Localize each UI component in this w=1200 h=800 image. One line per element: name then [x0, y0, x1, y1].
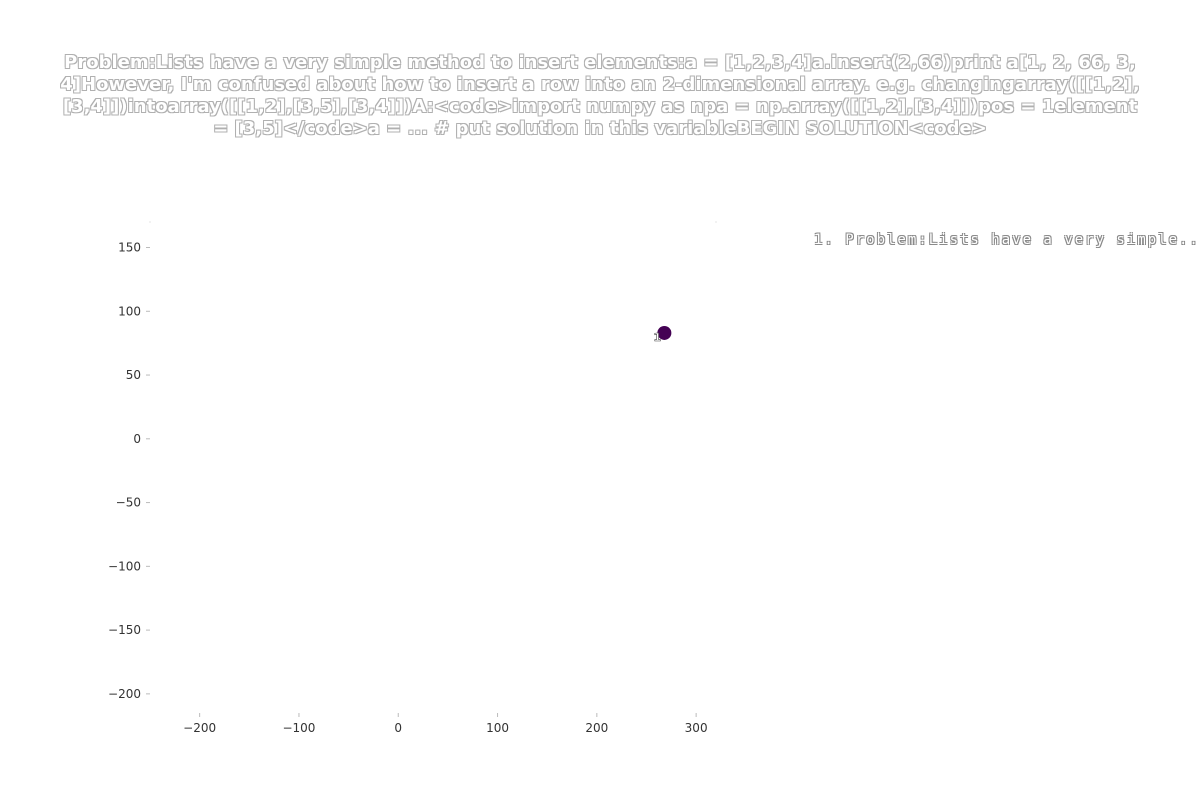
- y-tick-label: 150: [118, 241, 141, 255]
- y-axis: 150 100 50 0 −50 −100 −150 −200: [108, 241, 150, 701]
- y-tick-label: −100: [108, 559, 141, 573]
- data-points: 1: [653, 325, 672, 344]
- x-tick-label: 200: [585, 721, 608, 735]
- x-tick-label: −200: [183, 721, 216, 735]
- y-tick-label: −50: [116, 496, 141, 510]
- x-tick-label: 100: [486, 721, 509, 735]
- x-tick-label: 0: [394, 721, 402, 735]
- chart-title: Problem:Lists have a very simple method …: [60, 52, 1140, 139]
- y-tick-label: −150: [108, 623, 141, 637]
- y-tick-label: 100: [118, 304, 141, 318]
- x-tick-label: −100: [282, 721, 315, 735]
- x-axis: −200 −100 0 100 200 300: [149, 221, 717, 735]
- y-tick-label: 0: [133, 432, 141, 446]
- x-tick-label: 300: [685, 721, 708, 735]
- y-tick-label: 50: [126, 368, 141, 382]
- data-point-label: 1: [654, 331, 662, 344]
- data-point: [657, 325, 672, 340]
- y-tick-label: −200: [108, 687, 141, 701]
- legend-entry: 1. Problem:Lists have a very simple...: [814, 232, 1200, 248]
